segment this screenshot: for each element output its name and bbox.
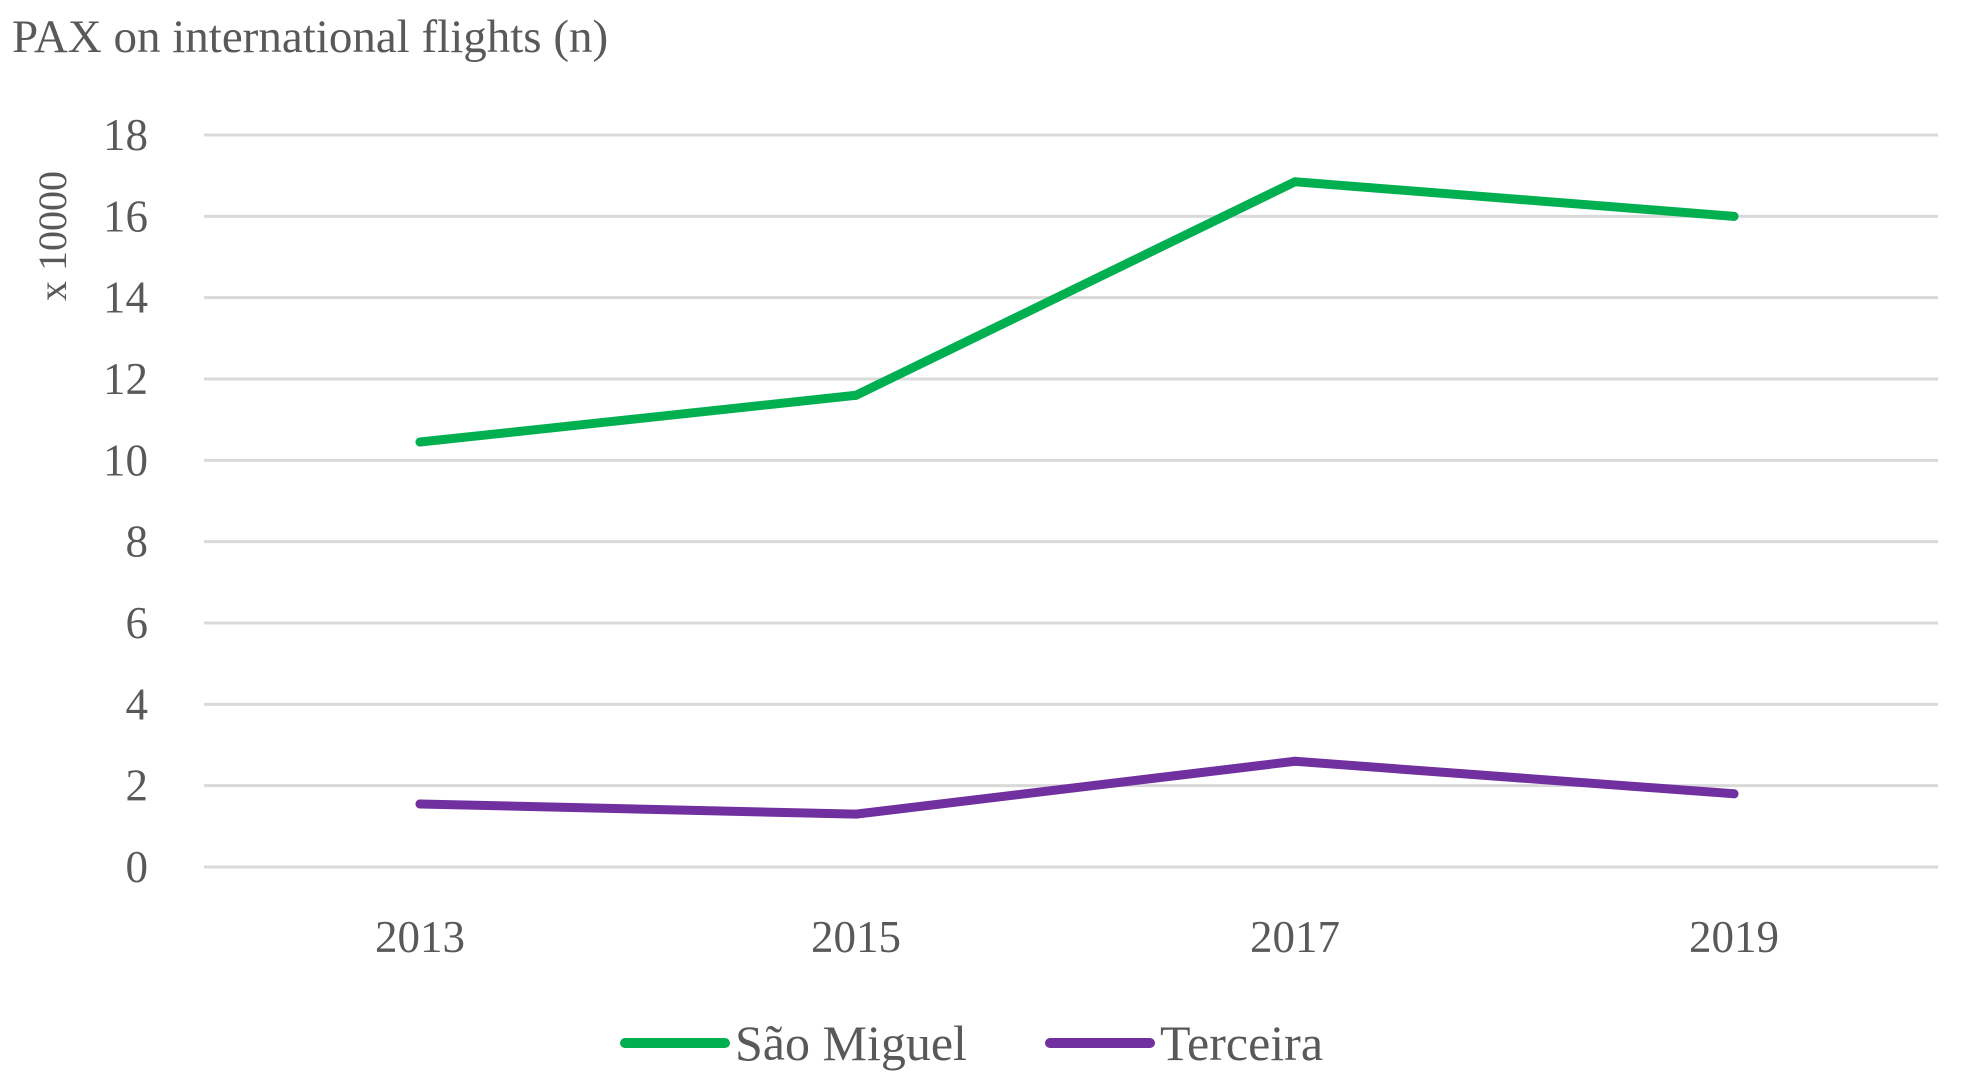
y-tick-label-2: 2 [126, 761, 149, 811]
y-tick-label-8: 8 [126, 517, 149, 567]
x-tick-label-2015: 2015 [811, 912, 901, 962]
data-point-1-2013 [415, 799, 425, 809]
y-tick-label-18: 18 [103, 110, 148, 160]
data-point-1-2019 [1729, 789, 1739, 799]
legend: São Miguel Terceira [620, 1015, 1323, 1071]
data-point-1-2015 [851, 809, 861, 819]
y-tick-label-6: 6 [126, 598, 149, 648]
y-tick-label-14: 14 [103, 273, 148, 323]
y-tick-label-0: 0 [126, 842, 149, 892]
series-line-0 [415, 177, 1739, 447]
x-tick-label-2017: 2017 [1250, 912, 1340, 962]
data-point-0-2013 [415, 437, 425, 447]
data-series [415, 177, 1739, 819]
x-tick-label-2013: 2013 [375, 912, 465, 962]
legend-label-0: São Miguel [735, 1015, 967, 1071]
data-point-0-2015 [851, 390, 861, 400]
chart-title: PAX on international flights (n) [12, 11, 608, 63]
y-tick-label-4: 4 [126, 679, 149, 729]
data-point-0-2019 [1729, 211, 1739, 221]
y-axis-ticks: 0 2 4 6 8 10 12 14 16 18 [103, 110, 148, 892]
x-axis-ticks: 2013 2015 2017 2019 [375, 912, 1779, 962]
y-tick-label-12: 12 [103, 354, 148, 404]
data-point-0-2017 [1290, 177, 1300, 187]
y-tick-label-16: 16 [103, 191, 148, 241]
x-tick-label-2019: 2019 [1689, 912, 1779, 962]
legend-label-1: Terceira [1160, 1015, 1323, 1071]
series-line-1 [415, 756, 1739, 819]
y-tick-label-10: 10 [103, 435, 148, 485]
gridlines [204, 133, 1938, 869]
y-axis-label: x 10000 [30, 171, 75, 301]
data-point-1-2017 [1290, 756, 1300, 766]
